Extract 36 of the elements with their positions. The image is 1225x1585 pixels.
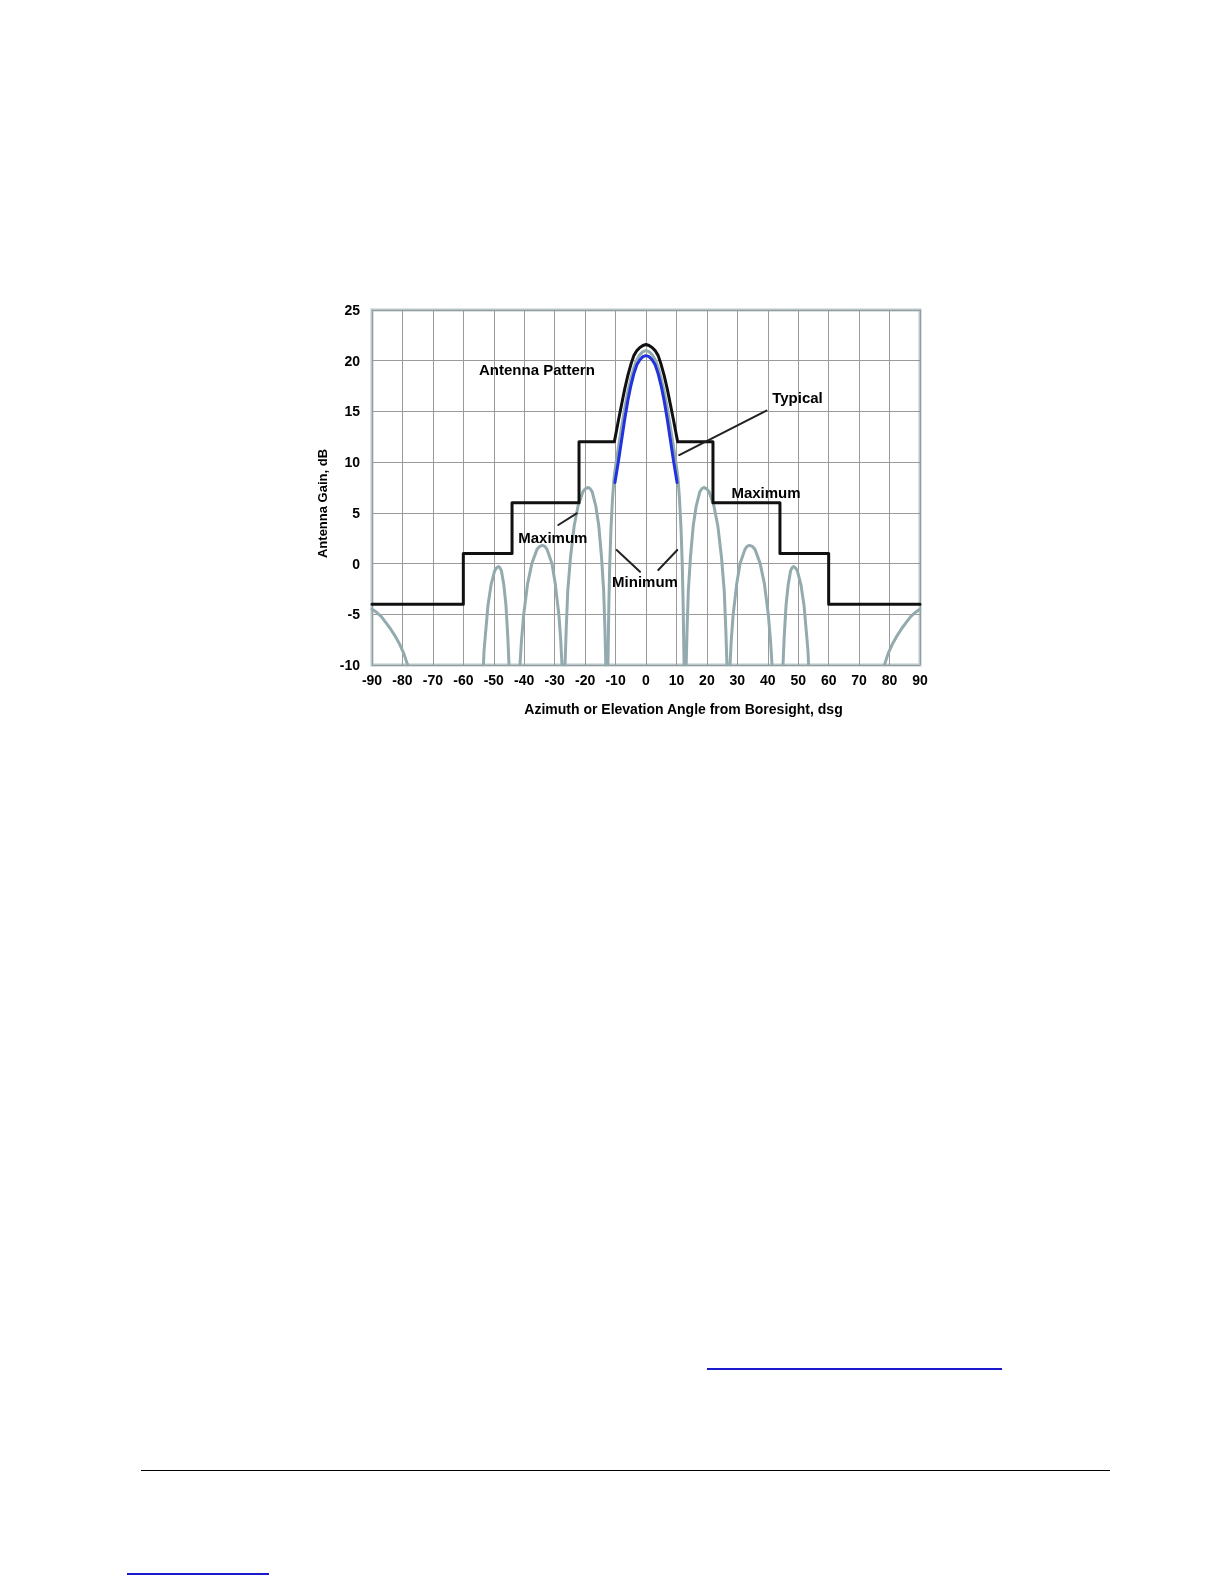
annotation: Maximum [731, 483, 801, 501]
y-tick-label: 0 [352, 555, 361, 572]
x-tick-label: 40 [759, 672, 776, 688]
annotation: Minimum [612, 572, 678, 590]
x-tick-label: 10 [668, 672, 685, 688]
y-tick-label: 20 [344, 352, 361, 369]
x-tick-label: -60 [453, 672, 474, 688]
y-tick-label: -5 [347, 606, 361, 623]
x-tick-label: 0 [642, 672, 651, 688]
y-tick-label: 15 [344, 403, 361, 420]
x-tick-label: -30 [544, 672, 565, 688]
x-tick-label: -90 [361, 672, 383, 688]
x-tick-label: 90 [912, 672, 928, 688]
x-tick-label: -80 [392, 672, 413, 688]
x-tick-label: 60 [820, 672, 837, 688]
x-tick-label: -50 [483, 672, 505, 688]
line-series [613, 354, 679, 484]
annotation: Maximum [518, 528, 588, 546]
y-tick-label: -10 [339, 657, 361, 673]
x-tick-label: -40 [514, 672, 535, 688]
x-tick-label: 30 [729, 672, 746, 688]
x-tick-label: -20 [574, 672, 596, 688]
x-axis-title: Azimuth or Elevation Angle from Boresight, dsg [524, 701, 843, 717]
y-axis-title: Antenna Gain, dB [314, 448, 330, 559]
text: Antenna Pattern [479, 361, 595, 378]
x-tick-label: 70 [851, 672, 868, 688]
y-tick-label: 5 [352, 504, 361, 521]
annotation: Typical [772, 388, 823, 406]
x-tick-label: -10 [605, 672, 626, 688]
x-tick-label: -70 [422, 672, 444, 688]
x-tick-label: 50 [790, 672, 807, 688]
y-tick-label: 25 [344, 302, 361, 318]
x-tick-label: 20 [699, 672, 715, 688]
x-tick-label: 80 [881, 672, 898, 688]
line-series [370, 342, 922, 606]
y-tick-label: 10 [344, 454, 361, 471]
